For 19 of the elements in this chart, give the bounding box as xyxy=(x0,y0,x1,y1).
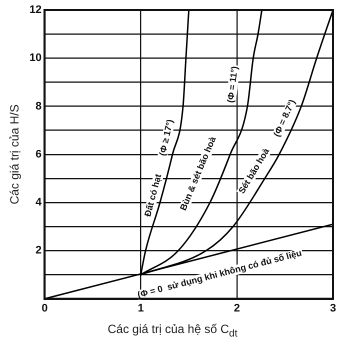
x-tick-label: 1 xyxy=(138,302,144,314)
y-tick-label: 6 xyxy=(36,148,42,160)
y-tick-label: 8 xyxy=(36,100,42,112)
y-tick-label: 4 xyxy=(36,196,43,209)
y-axis-title: Các giá trị của H/S xyxy=(8,104,22,204)
y-tick-label: 12 xyxy=(29,4,42,16)
annotation: (Φ ≥ 17°) xyxy=(157,118,175,157)
y-tick-label: 10 xyxy=(29,52,42,64)
annotation: Đất có hạt xyxy=(142,172,164,218)
annotation: Sét bão hoà xyxy=(236,146,272,196)
y-tick-label: 2 xyxy=(36,244,42,257)
annotation: (Φ = 8.7°) xyxy=(272,98,298,138)
annotation: (Φ = 11°) xyxy=(225,66,240,104)
annotation: Bùn & sét bão hoà xyxy=(178,134,218,212)
x-axis-title: Các giá trị của hệ số C$_{dt}$ xyxy=(106,322,238,340)
x-tick-label: 2 xyxy=(234,302,240,314)
annotation: (Φ = 0 sử dụng khi không có đủ số liệu xyxy=(136,248,303,300)
x-tick-label: 3 xyxy=(330,302,336,314)
x-tick-label: 0 xyxy=(42,302,48,314)
